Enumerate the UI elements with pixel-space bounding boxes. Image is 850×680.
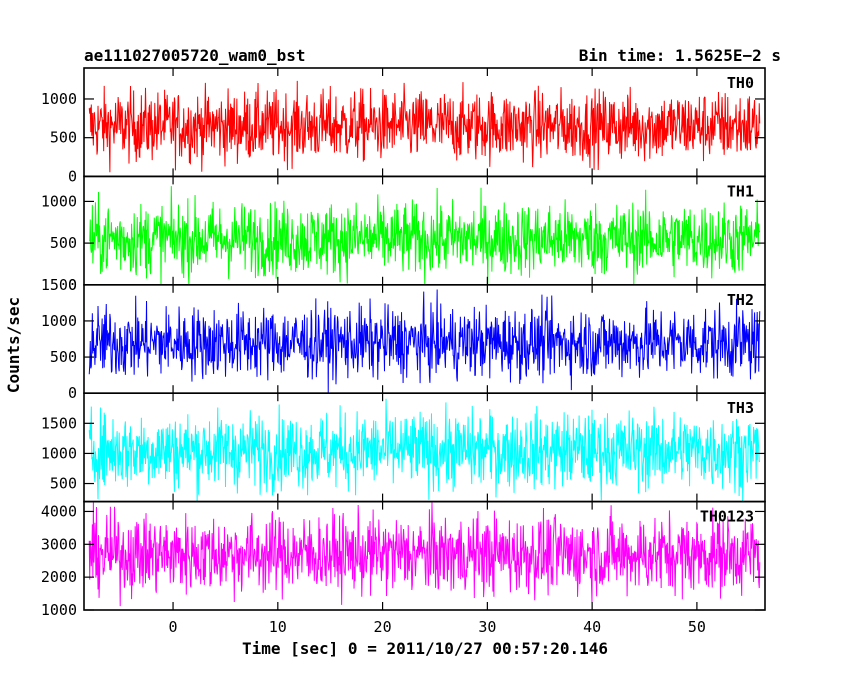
x-tick-label: 30 [478, 618, 496, 636]
panel-label: TH0 [727, 74, 754, 92]
y-tick-label: 1500 [41, 414, 77, 432]
chart-title-left: ae111027005720_wam0_bst [84, 46, 306, 65]
y-tick-label: 3000 [41, 535, 77, 553]
x-tick-label: 40 [583, 618, 601, 636]
y-tick-label: 2000 [41, 568, 77, 586]
panel-label: TH0123 [700, 508, 754, 526]
x-tick-label: 50 [688, 618, 706, 636]
x-tick-label: 0 [169, 618, 178, 636]
panels-group: TH005001000TH105001000TH2050010001500TH3… [41, 67, 766, 636]
y-tick-label: 4000 [41, 502, 77, 520]
y-tick-label: 1000 [41, 312, 77, 330]
y-tick-label: 1000 [41, 601, 77, 619]
y-axis-label: Counts/sec [4, 297, 23, 393]
series-line-th3 [88, 398, 761, 502]
y-tick-label: 0 [68, 276, 77, 294]
y-tick-label: 0 [68, 167, 77, 185]
y-tick-label: 1000 [41, 90, 77, 108]
series-line-th1 [88, 186, 761, 285]
x-tick-label: 10 [269, 618, 287, 636]
x-axis-label: Time [sec] 0 = 2011/10/27 00:57:20.146 [242, 639, 608, 658]
panel-label: TH2 [727, 291, 754, 309]
panel-frame-th0123 [83, 500, 766, 611]
y-tick-label: 0 [68, 384, 77, 402]
y-tick-label: 500 [50, 129, 77, 147]
y-tick-label: 1500 [41, 276, 77, 294]
panel-label: TH1 [727, 182, 754, 200]
x-tick-label: 20 [374, 618, 392, 636]
y-tick-label: 500 [50, 475, 77, 493]
series-line-th2 [88, 289, 761, 394]
y-tick-label: 500 [50, 348, 77, 366]
y-tick-label: 500 [50, 234, 77, 252]
chart-title-right: Bin time: 1.5625E−2 s [579, 46, 781, 65]
y-tick-label: 1000 [41, 444, 77, 462]
series-line-th0123 [88, 501, 761, 607]
panel-label: TH3 [727, 399, 754, 417]
series-line-th0 [88, 80, 761, 173]
y-tick-label: 1000 [41, 192, 77, 210]
